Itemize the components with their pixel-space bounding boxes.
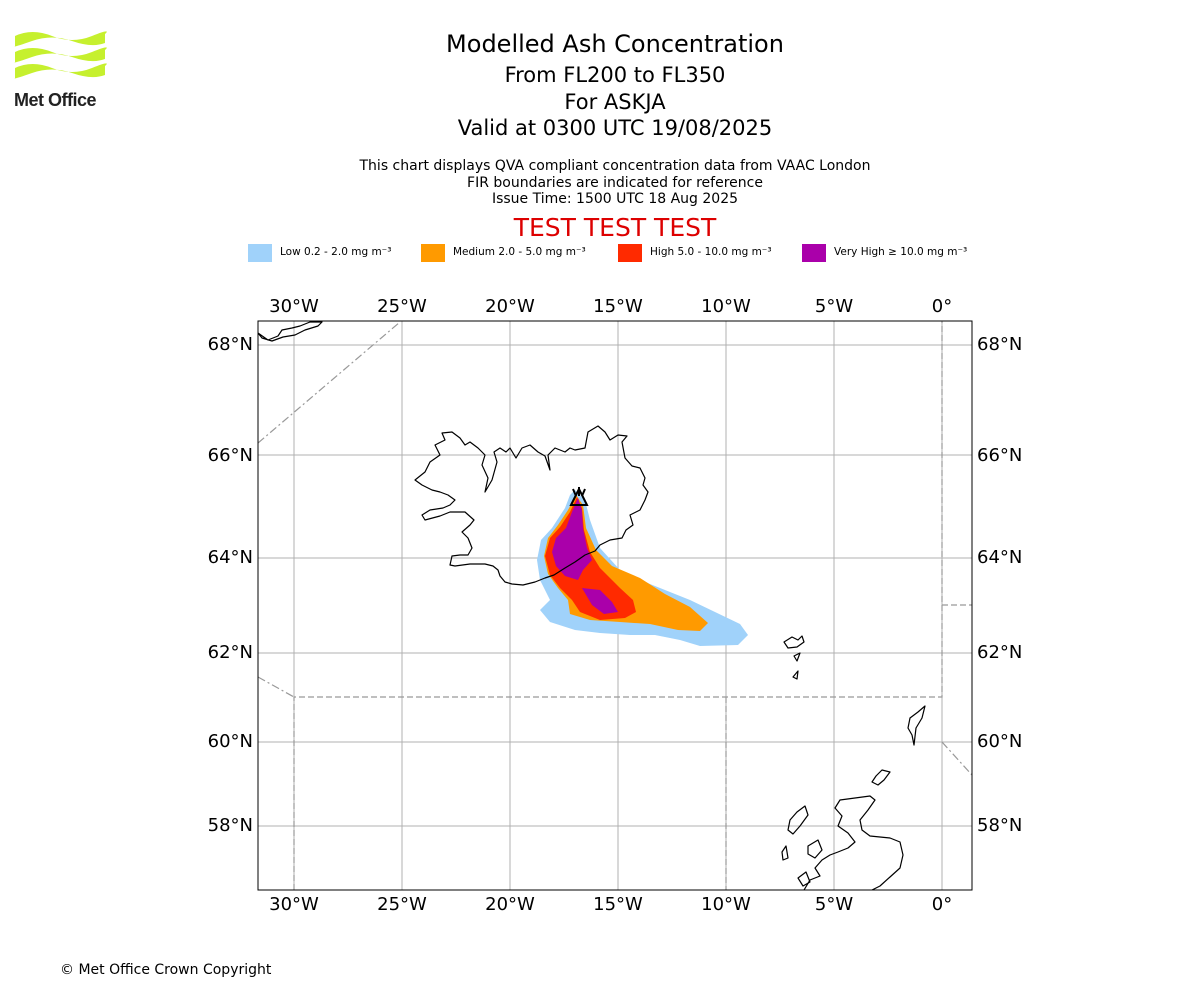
lat-label-right-58n: 58°N	[977, 815, 1022, 836]
lon-label-top-25w: 25°W	[377, 296, 427, 317]
lat-label-left-64n: 64°N	[208, 547, 253, 568]
ash-area-very-high-south	[582, 588, 618, 614]
lon-label-top-10w: 10°W	[701, 296, 751, 317]
lon-label-bottom-0: 0°	[932, 894, 952, 915]
volcano-icon	[569, 486, 589, 506]
lat-label-right-62n: 62°N	[977, 642, 1022, 663]
note-qva: This chart displays QVA compliant concen…	[359, 158, 871, 174]
legend-swatch-low	[248, 244, 272, 262]
test-banner: TEST TEST TEST	[513, 213, 717, 242]
legend-swatch-medium	[421, 244, 445, 262]
coastline-greenland	[258, 321, 323, 342]
coastlines	[258, 321, 926, 890]
lon-tick-labels-bottom: 30°W 25°W 20°W 15°W 10°W 5°W 0°	[269, 894, 952, 915]
fir-boundary-main	[293, 321, 943, 890]
met-office-wave-icon	[14, 31, 107, 79]
copyright-notice: © Met Office Crown Copyright	[60, 962, 272, 978]
legend-label-low: Low 0.2 - 2.0 mg m⁻³	[280, 246, 392, 258]
lon-label-bottom-10w: 10°W	[701, 894, 751, 915]
lat-label-left-60n: 60°N	[208, 731, 253, 752]
lon-label-bottom-20w: 20°W	[485, 894, 535, 915]
lon-label-bottom-5w: 5°W	[815, 894, 853, 915]
lat-label-left-62n: 62°N	[208, 642, 253, 663]
logo-text: Met Office	[14, 90, 97, 110]
lat-tick-labels-right: 68°N 66°N 64°N 62°N 60°N 58°N	[977, 334, 1022, 836]
lat-label-right-66n: 66°N	[977, 445, 1022, 466]
legend-swatch-high	[618, 244, 642, 262]
coastline-faroe-1	[783, 635, 805, 649]
lon-label-top-5w: 5°W	[815, 296, 853, 317]
valid-time: Valid at 0300 UTC 19/08/2025	[457, 116, 773, 140]
lat-tick-labels-left: 68°N 66°N 64°N 62°N 60°N 58°N	[208, 334, 253, 836]
lat-label-right-68n: 68°N	[977, 334, 1022, 355]
legend-label-medium: Medium 2.0 - 5.0 mg m⁻³	[453, 246, 586, 258]
ash-area-very-high	[552, 498, 592, 580]
legend-swatch-very-high	[802, 244, 826, 262]
lon-label-bottom-25w: 25°W	[377, 894, 427, 915]
chart-title: Modelled Ash Concentration	[446, 30, 784, 58]
volcano-name: For ASKJA	[564, 90, 666, 114]
lon-label-top-0: 0°	[932, 296, 952, 317]
coastline-faroe-3	[792, 670, 799, 680]
legend-label-high: High 5.0 - 10.0 mg m⁻³	[650, 246, 772, 258]
map-area	[258, 321, 972, 890]
note-fir: FIR boundaries are indicated for referen…	[467, 175, 763, 191]
fir-boundary-nw	[258, 321, 401, 444]
coastline-orkney	[871, 769, 891, 786]
coastline-shetland	[907, 705, 926, 746]
lon-label-top-30w: 30°W	[269, 296, 319, 317]
coastline-faroe-2	[793, 652, 801, 662]
coastline-scotland	[803, 795, 904, 890]
lat-label-left-58n: 58°N	[208, 815, 253, 836]
lon-label-top-15w: 15°W	[593, 296, 643, 317]
lat-label-right-64n: 64°N	[977, 547, 1022, 568]
lat-label-left-68n: 68°N	[208, 334, 253, 355]
met-office-logo: Met Office	[12, 28, 112, 114]
coastline-mull	[797, 871, 811, 887]
coastline-islay	[781, 845, 789, 861]
coastline-skye	[807, 839, 823, 859]
coastline-iceland	[414, 425, 649, 586]
lat-label-right-60n: 60°N	[977, 731, 1022, 752]
ash-plume	[537, 490, 748, 646]
fir-boundaries	[258, 321, 972, 890]
lon-label-bottom-15w: 15°W	[593, 894, 643, 915]
fir-boundary-sw	[258, 676, 295, 698]
issue-time: Issue Time: 1500 UTC 18 Aug 2025	[491, 191, 739, 207]
lat-label-left-66n: 66°N	[208, 445, 253, 466]
fir-boundary-se	[941, 741, 972, 776]
legend-label-very-high: Very High ≥ 10.0 mg m⁻³	[834, 246, 968, 258]
lon-tick-labels-top: 30°W 25°W 20°W 15°W 10°W 5°W 0°	[269, 296, 952, 317]
lon-label-top-20w: 20°W	[485, 296, 535, 317]
map-frame	[257, 320, 973, 891]
flight-level-range: From FL200 to FL350	[504, 63, 726, 87]
coastline-hebrides	[787, 805, 809, 835]
lon-label-bottom-30w: 30°W	[269, 894, 319, 915]
